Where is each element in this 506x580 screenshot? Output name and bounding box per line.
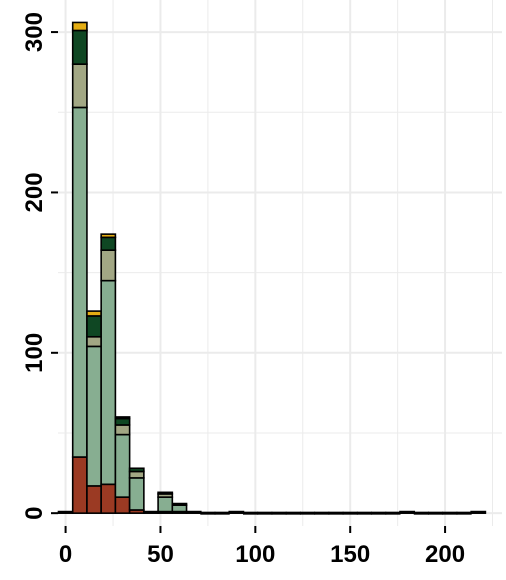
y-tick-label: 300 [21,12,48,52]
bar-segment-series-3 [128,470,145,479]
bar-empty-bin [413,511,429,515]
bar-segment-series-3 [171,502,188,506]
bar-segment-series-2 [114,433,131,498]
bar-segment-series-4 [86,315,102,338]
bar-empty-bin [285,511,301,515]
bar-segment-series-4 [71,29,88,65]
bar-segment-series-2 [71,106,88,458]
bar-segment-series-2 [185,510,202,514]
y-tick-label: 200 [21,172,48,212]
bars-layer [57,21,487,515]
bar-segment-series-5 [71,21,88,32]
bar-segment-series-1 [114,496,131,514]
y-tick-label: 0 [21,506,48,519]
bar-segment-series-2 [470,510,487,514]
bar-empty-bin [342,511,358,515]
x-tick-label: 50 [147,541,174,568]
bar-segment-series-2 [57,510,74,514]
bar-empty-bin [271,511,287,515]
y-tick-label: 100 [21,333,48,373]
bar-empty-bin [200,511,216,515]
bar-empty-bin [356,511,373,515]
x-tick-label: 100 [235,541,275,568]
bar-empty-bin [442,511,458,515]
bar-segment-series-3 [86,335,102,348]
bar-segment-series-1 [71,456,88,514]
x-tick-label: 150 [330,541,370,568]
x-tick-label: 200 [425,541,465,568]
bar-empty-bin [299,511,316,515]
bar-empty-bin [214,511,230,515]
bar-segment-series-3 [114,424,131,436]
bar-segment-series-2 [100,279,117,486]
bar-empty-bin [371,511,387,515]
bar-segment-series-1 [86,485,102,514]
bar-segment-series-2 [228,510,245,514]
bar-segment-series-5 [86,310,102,317]
bar-segment-series-2 [143,510,159,514]
bar-segment-series-2 [86,345,102,487]
bar-segment-series-4 [128,467,145,473]
bar-empty-bin [385,511,401,515]
bar-segment-series-5 [114,416,131,420]
bar-segment-series-2 [128,477,145,511]
bar-empty-bin [257,511,273,515]
bar-segment-series-3 [71,63,88,109]
bar-segment-series-5 [100,233,117,239]
bar-segment-series-2 [399,510,416,514]
bar-empty-bin [242,511,259,515]
bar-segment-series-4 [157,491,174,495]
bar-segment-series-2 [157,496,174,513]
axes-layer: 0 50 100 150 200 0 100 200 300 [21,12,465,568]
bar-segment-series-3 [100,249,117,282]
bar-empty-bin [427,511,444,515]
bar-segment-series-1 [100,483,117,514]
bar-segment-series-4 [100,236,117,251]
bar-empty-bin [314,511,330,515]
x-tick-label: 0 [59,541,72,568]
bar-segment-series-4 [114,417,131,426]
bar-empty-bin [328,511,344,515]
bar-empty-bin [456,511,472,515]
bar-segment-series-2 [171,504,188,513]
